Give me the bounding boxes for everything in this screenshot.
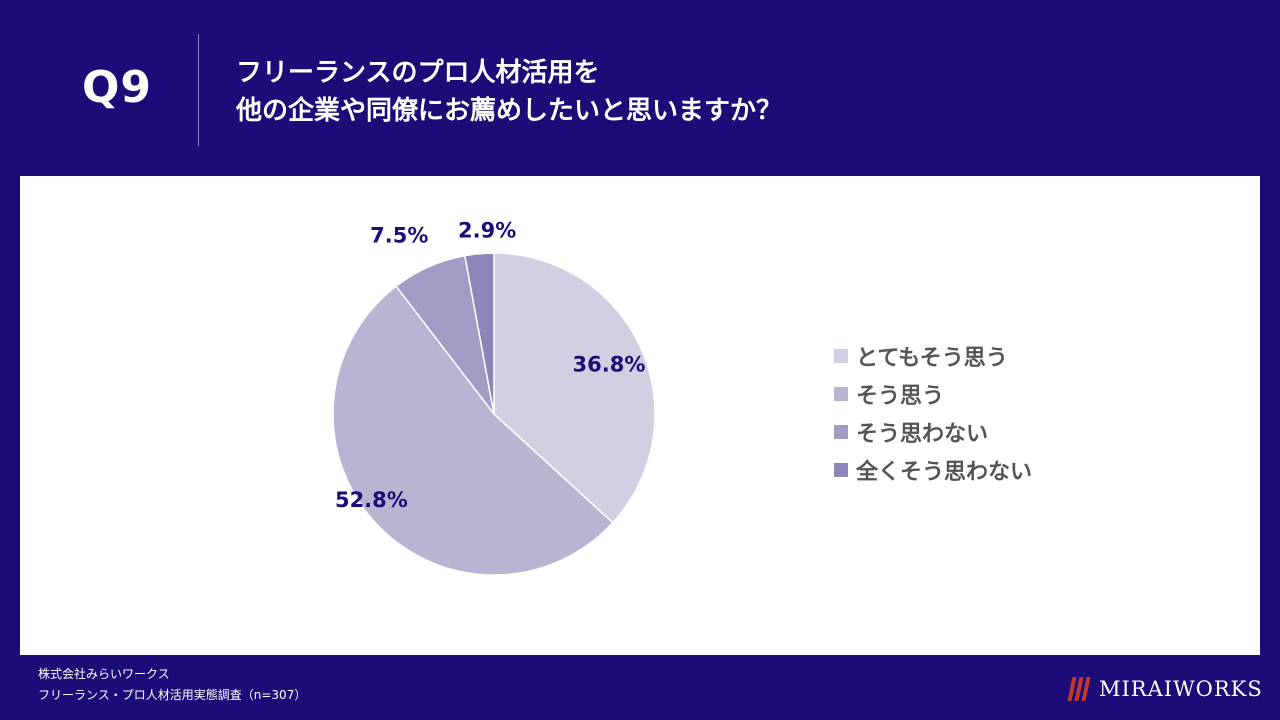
question-title-line-1: フリーランスのプロ人材活用を [236,58,600,88]
legend-item-2: そう思う [834,375,1032,413]
pie-chart: 36.8% 52.8% 7.5% 2.9% [332,219,656,576]
footer-company: 株式会社みらいワークス [38,667,170,681]
pie-data-label-3: 7.5% [370,223,428,247]
legend-item-3: そう思わない [834,413,1032,451]
pie-slice-4 [463,252,495,415]
logo-mark-icon [1067,677,1091,701]
footer-survey: フリーランス・プロ人材活用実態調査（n=307） [38,688,307,702]
pie-data-label-1: 36.8% [573,352,646,376]
legend-label-1: とてもそう思う [856,346,1008,371]
legend-swatch-3 [834,425,848,439]
pie-data-label-4: 2.9% [458,219,516,243]
pie-data-label-2: 52.8% [335,488,408,512]
question-title: フリーランスのプロ人材活用を 他の企業や同僚にお薦めしたいと思いますか？ [236,54,782,130]
chart-legend: とてもそう思う そう思うそう思わない全くそう思わない [834,337,1032,489]
company-logo: MIRAIWORKS [1067,676,1263,702]
pie-slice-1 [493,252,656,524]
header: Q9 フリーランスのプロ人材活用を 他の企業や同僚にお薦めしたいと思いますか？ [0,0,1280,176]
legend-label-2: そう思う [856,384,945,409]
logo-text: MIRAIWORKS [1099,677,1263,701]
legend-swatch-4 [834,463,848,477]
legend-swatch-2 [834,387,848,401]
chart-panel: 36.8% 52.8% 7.5% 2.9% とてもそう思う そう思うそう思わない全くそう… [20,176,1260,655]
legend-swatch-1 [834,349,848,363]
legend-label-4: 全くそう思わない [856,460,1033,485]
pie-slice-2 [332,285,614,576]
legend-label-3: そう思わない [856,422,989,447]
footer-source: 株式会社みらいワークス フリーランス・プロ人材活用実態調査（n=307） [38,664,306,706]
legend-item-4: 全くそう思わない [834,451,1032,489]
legend-item-1: とてもそう思う [834,337,1032,375]
header-divider [198,34,199,146]
question-title-line-2: 他の企業や同僚にお薦めしたいと思いますか？ [236,96,783,126]
question-number: Q9 [82,62,153,113]
